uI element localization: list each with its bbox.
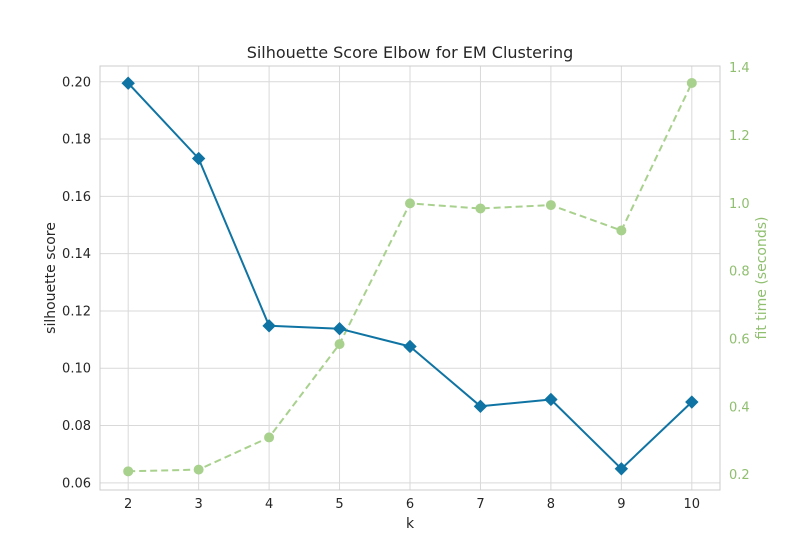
y2-tick-label: 0.2 xyxy=(729,468,750,483)
y-tick-label: 0.20 xyxy=(62,75,91,90)
y2-tick-label: 1.4 xyxy=(729,61,750,76)
fit-time-marker xyxy=(405,198,415,209)
fit-time-marker xyxy=(616,225,627,236)
silhouette-score-marker xyxy=(473,399,488,414)
plot-frame xyxy=(99,65,721,491)
silhouette-score-marker xyxy=(121,76,135,90)
fit-time-marker xyxy=(264,432,275,443)
y-tick-label: 0.10 xyxy=(62,362,91,377)
y2-axis-label: fit time (seconds) xyxy=(754,217,770,340)
y2-tick-label: 1.2 xyxy=(729,129,750,144)
silhouette-score-marker xyxy=(191,151,206,166)
silhouette-score-marker xyxy=(614,462,629,476)
y-tick-label: 0.12 xyxy=(62,304,91,319)
fit-time-marker xyxy=(123,466,134,477)
x-tick-label: 4 xyxy=(265,497,273,512)
x-tick-label: 2 xyxy=(124,497,132,512)
x-tick-label: 8 xyxy=(547,497,555,512)
x-tick-label: 7 xyxy=(476,497,484,512)
x-tick-label: 9 xyxy=(617,497,625,512)
silhouette-score-marker xyxy=(685,395,699,409)
series-layer xyxy=(121,76,699,477)
fit-time-marker xyxy=(545,200,556,211)
fit-time-marker xyxy=(193,464,204,475)
tick-layer: 2 3 4 5 6 7 8 9 10 0.06 0.08 0.10 0.12 0.14 0.16 0.18 0.… xyxy=(62,61,750,512)
y2-tick-label: 1.0 xyxy=(729,197,750,212)
grid-layer xyxy=(100,66,720,490)
y2-tick-label: 0.6 xyxy=(729,333,750,348)
y-tick-label: 0.08 xyxy=(62,419,91,434)
x-tick-label: 6 xyxy=(406,497,414,512)
x-tick-label: 5 xyxy=(335,497,343,512)
x-tick-label: 10 xyxy=(684,497,701,512)
silhouette-score-marker xyxy=(262,319,276,333)
fit-time-marker xyxy=(475,203,486,214)
silhouette-score-marker xyxy=(544,392,558,407)
y-tick-label: 0.06 xyxy=(62,476,91,491)
y-tick-label: 0.16 xyxy=(62,190,91,205)
chart-title: Silhouette Score Elbow for EM Clustering xyxy=(247,43,574,62)
silhouette-score-marker xyxy=(403,339,417,354)
y-tick-label: 0.14 xyxy=(62,247,91,262)
silhouette-score-marker xyxy=(332,322,347,336)
y-axis-label: silhouette score xyxy=(43,222,59,334)
fit-time-marker xyxy=(686,77,697,88)
y-tick-label: 0.18 xyxy=(62,133,91,148)
y2-tick-label: 0.4 xyxy=(729,400,750,415)
x-axis-label: k xyxy=(406,516,415,532)
y2-tick-label: 0.8 xyxy=(729,265,750,280)
x-tick-label: 3 xyxy=(194,497,202,512)
fit-time-marker xyxy=(334,339,345,350)
